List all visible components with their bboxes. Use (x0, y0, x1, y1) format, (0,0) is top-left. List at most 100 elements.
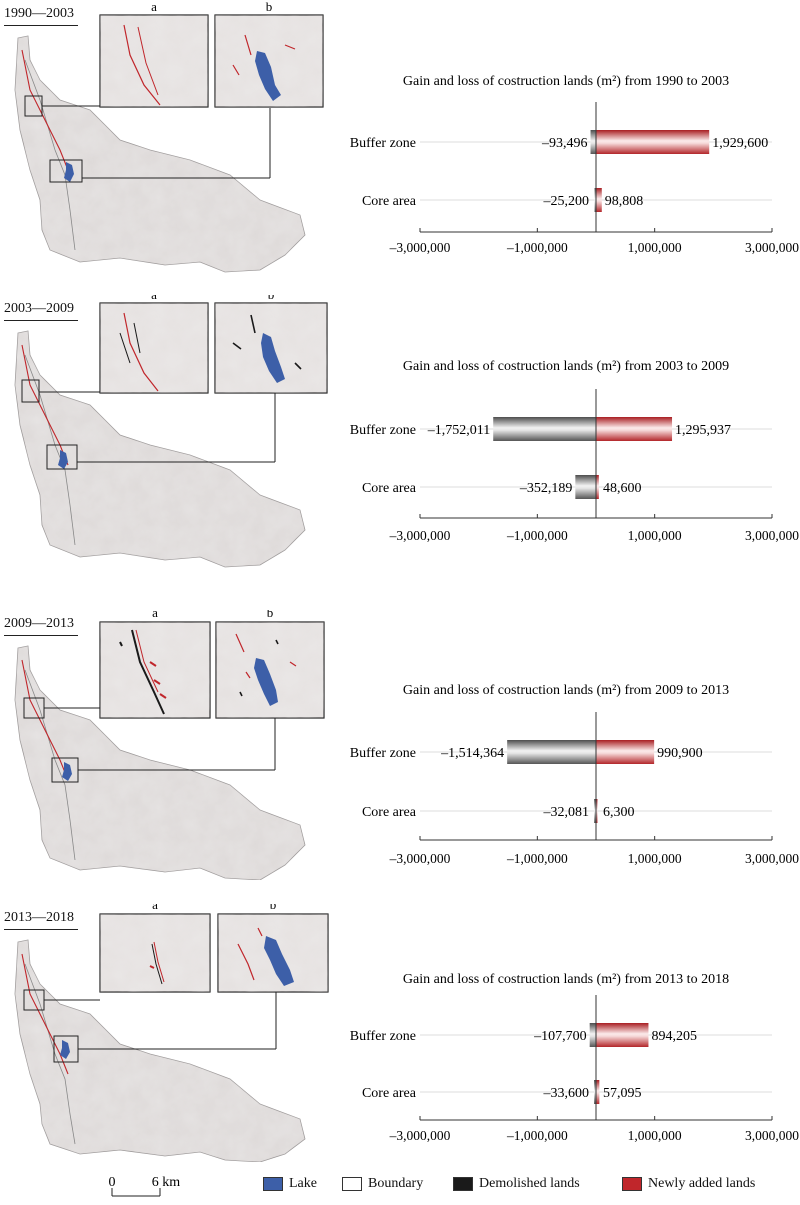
inset-b (214, 302, 328, 394)
basin-map: a b (14, 295, 328, 568)
chart-title: Gain and loss of costruction lands (m²) … (403, 74, 729, 89)
tick-label: –1,000,000 (506, 1128, 568, 1143)
gain-value-label: 6,300 (603, 805, 635, 820)
loss-bar (594, 188, 597, 212)
inset-a (99, 14, 209, 108)
category-label: Core area (362, 481, 417, 496)
loss-bar (575, 475, 596, 499)
inset-a-label: a (151, 295, 157, 302)
loss-value-label: –25,200 (543, 194, 590, 209)
category-label: Core area (362, 1086, 417, 1101)
tick-label: –3,000,000 (389, 851, 451, 866)
legend-lake: Lake (263, 1176, 317, 1192)
gain-value-label: 57,095 (603, 1086, 642, 1101)
tick-label: 1,000,000 (628, 240, 682, 255)
loss-bar (589, 1023, 596, 1047)
chart-1990-2003: Gain and loss of costruction lands (m²) … (350, 74, 799, 255)
loss-value-label: –32,081 (543, 805, 590, 820)
inset-b (217, 913, 329, 993)
inset-a (99, 302, 209, 394)
period-label: 2009—2013 (4, 616, 78, 636)
road (21, 49, 69, 171)
lake-icon (254, 658, 278, 706)
legend: 0 6 km Lake Boundary Demolished lands Ne… (0, 1162, 800, 1202)
basin-map: a b (14, 610, 325, 880)
tick-label: 3,000,000 (745, 240, 799, 255)
lake-icon (58, 450, 68, 469)
gain-value-label: 990,900 (657, 746, 703, 761)
lake-icon (62, 762, 72, 781)
lake-icon (255, 51, 281, 101)
loss-value-label: –33,600 (543, 1086, 590, 1101)
chart-2009-2013: Gain and loss of costruction lands (m²) … (350, 683, 799, 866)
gain-bar (596, 799, 598, 823)
inset-a-label: a (151, 0, 157, 14)
chart-title: Gain and loss of costruction lands (m²) … (403, 683, 729, 698)
loss-bar (590, 130, 596, 154)
inset-a-label: a (152, 904, 158, 912)
loss-bar (594, 799, 596, 823)
gain-bar (596, 740, 655, 764)
core-boundary (24, 59, 76, 251)
legend-label: Demolished lands (479, 1176, 580, 1191)
loss-value-label: –352,189 (519, 481, 573, 496)
category-label: Buffer zone (350, 1029, 416, 1044)
category-label: Core area (362, 805, 417, 820)
inset-b-label: b (268, 295, 275, 302)
lake-icon (264, 936, 294, 986)
gain-bar (596, 417, 673, 441)
gain-value-label: 1,295,937 (675, 423, 731, 438)
chart-2003-2009: Gain and loss of costruction lands (m²) … (350, 359, 799, 543)
basin-map: a b (14, 0, 324, 273)
panel-2013-2018: 2013—2018 a b Gain and loss of costructi… (0, 904, 800, 1162)
gain-bar (596, 1023, 649, 1047)
loss-value-label: –93,496 (541, 136, 588, 151)
legend-label: Boundary (368, 1176, 424, 1191)
gain-value-label: 48,600 (603, 481, 642, 496)
tick-label: –3,000,000 (389, 240, 451, 255)
loss-bar (594, 1080, 596, 1104)
period-label: 1990—2003 (4, 6, 78, 26)
gain-value-label: 98,808 (605, 194, 644, 209)
loss-value-label: –1,514,364 (440, 746, 504, 761)
gain-bar (596, 188, 602, 212)
lake-swatch-icon (263, 1177, 283, 1191)
scale-bar: 0 6 km (104, 1174, 184, 1200)
gain-bar (596, 130, 710, 154)
boundary-swatch-icon (342, 1177, 362, 1191)
tick-label: –1,000,000 (506, 851, 568, 866)
inset-a (99, 913, 211, 993)
inset-b-label: b (266, 0, 273, 14)
gain-value-label: 1,929,600 (712, 136, 768, 151)
gain-value-label: 894,205 (651, 1029, 697, 1044)
period-label: 2013—2018 (4, 910, 78, 930)
legend-label: Lake (289, 1176, 317, 1191)
inset-b-label: b (270, 904, 277, 912)
inset-b (214, 14, 324, 108)
inset-a (99, 621, 211, 719)
category-label: Buffer zone (350, 136, 416, 151)
tick-label: 3,000,000 (745, 851, 799, 866)
panel-2009-2013: 2009—2013 a b Gain and loss of costru (0, 610, 800, 880)
legend-label: Newly added lands (648, 1176, 756, 1191)
loss-value-label: –107,700 (533, 1029, 587, 1044)
inset-b (215, 621, 325, 719)
inset-b-label: b (267, 610, 274, 620)
category-label: Buffer zone (350, 746, 416, 761)
lake-icon (60, 1040, 70, 1059)
gain-bar (596, 1080, 600, 1104)
tick-label: 1,000,000 (628, 528, 682, 543)
inset-a-label: a (152, 610, 158, 620)
chart-title: Gain and loss of costruction lands (m²) … (403, 972, 729, 987)
tick-label: 1,000,000 (628, 851, 682, 866)
loss-bar (507, 740, 596, 764)
tick-label: –1,000,000 (506, 240, 568, 255)
loss-value-label: –1,752,011 (427, 423, 490, 438)
legend-demolished: Demolished lands (453, 1176, 580, 1192)
tick-label: –3,000,000 (389, 1128, 451, 1143)
category-label: Buffer zone (350, 423, 416, 438)
panel-2003-2009: 2003—2009 a b Gain and loss of costructi… (0, 295, 800, 595)
demolished-swatch-icon (453, 1177, 473, 1191)
tick-label: 1,000,000 (628, 1128, 682, 1143)
chart-2013-2018: Gain and loss of costruction lands (m²) … (350, 972, 799, 1143)
